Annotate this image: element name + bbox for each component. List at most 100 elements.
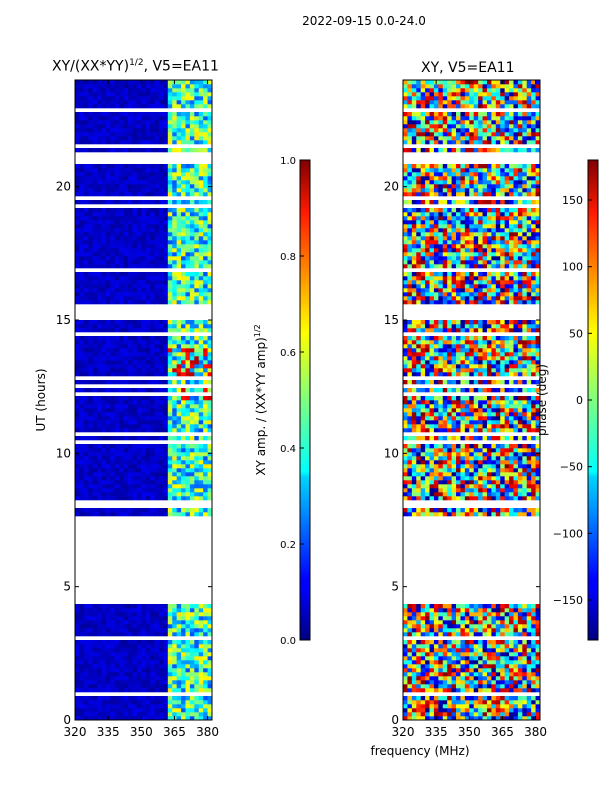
heatmap-cell <box>132 348 138 353</box>
heatmap-cell <box>420 508 426 513</box>
heatmap-cell <box>154 676 160 681</box>
heatmap-cell <box>167 444 173 449</box>
heatmap-cell <box>141 164 147 169</box>
heatmap-cell <box>163 444 169 449</box>
heatmap-cell <box>88 488 94 493</box>
heatmap-cell <box>136 280 142 285</box>
heatmap-cell <box>207 164 213 169</box>
heatmap-cell <box>194 220 200 225</box>
heatmap-cell <box>172 320 178 325</box>
heatmap-cell <box>451 716 457 721</box>
heatmap-cell <box>92 704 98 709</box>
heatmap-cell <box>429 716 435 721</box>
heatmap-cell <box>123 112 129 117</box>
heatmap-cell <box>416 708 422 713</box>
heatmap-cell <box>509 684 514 689</box>
heatmap-cell <box>79 416 85 421</box>
heatmap-cell <box>433 608 439 613</box>
heatmap-cell <box>145 680 151 685</box>
heatmap-cell <box>79 300 85 305</box>
heatmap-cell <box>114 628 120 633</box>
heatmap-cell <box>105 188 111 193</box>
heatmap-cell <box>491 660 497 665</box>
heatmap-cell <box>473 632 479 637</box>
heatmap-cell <box>425 492 430 497</box>
heatmap-cell <box>154 324 160 329</box>
heatmap-cell <box>119 136 125 141</box>
heatmap-cell <box>486 472 492 477</box>
heatmap-cell <box>478 628 483 633</box>
heatmap-cell <box>110 356 116 361</box>
heatmap-cell <box>198 388 204 393</box>
heatmap-cell <box>97 356 102 361</box>
heatmap-cell <box>167 368 173 373</box>
heatmap-cell <box>181 112 186 117</box>
heatmap-cell <box>79 476 85 481</box>
heatmap-cell <box>141 104 147 109</box>
heatmap-cell <box>181 236 186 241</box>
heatmap-cell <box>425 436 430 441</box>
heatmap-cell <box>97 420 102 425</box>
heatmap-cell <box>517 508 523 513</box>
heatmap-cell <box>105 292 111 297</box>
heatmap-cell <box>163 620 169 625</box>
heatmap-cell <box>110 604 116 609</box>
heatmap-cell <box>154 344 160 349</box>
heatmap-cell <box>416 616 422 621</box>
heatmap-cell <box>123 120 129 125</box>
heatmap-cell <box>136 256 142 261</box>
heatmap-cell <box>101 140 107 145</box>
heatmap-cell <box>154 248 160 253</box>
heatmap-cell <box>189 296 195 301</box>
heatmap-cell <box>158 444 164 449</box>
heatmap-cell <box>509 640 514 645</box>
heatmap-cell <box>176 272 182 277</box>
heatmap-cell <box>185 448 191 453</box>
heatmap-cell <box>83 436 89 441</box>
heatmap-cell <box>185 92 191 97</box>
heatmap-cell <box>110 460 116 465</box>
heatmap-cell <box>136 88 142 93</box>
heatmap-cell <box>185 616 191 621</box>
heatmap-cell <box>119 80 125 85</box>
heatmap-cell <box>207 132 213 137</box>
heatmap-cell <box>128 252 133 257</box>
heatmap-cell <box>101 400 107 405</box>
heatmap-cell <box>198 180 204 185</box>
heatmap-cell <box>185 248 191 253</box>
heatmap-cell <box>433 508 439 513</box>
heatmap-cell <box>105 92 111 97</box>
heatmap-cell <box>92 224 98 229</box>
heatmap-cell <box>198 260 204 265</box>
heatmap-cell <box>150 408 155 413</box>
heatmap-cell <box>429 688 435 693</box>
heatmap-cell <box>128 640 133 645</box>
heatmap-cell <box>194 216 200 221</box>
heatmap-cell <box>136 320 142 325</box>
heatmap-cell <box>105 244 111 249</box>
heatmap-cell <box>83 140 89 145</box>
heatmap-cell <box>119 276 125 281</box>
heatmap-cell <box>403 656 408 661</box>
heatmap-cell <box>482 624 488 629</box>
heatmap-cell <box>123 640 129 645</box>
heatmap-cell <box>75 704 80 709</box>
heatmap-cell <box>207 116 213 121</box>
heatmap-cell <box>88 208 94 213</box>
heatmap-cell <box>407 460 413 465</box>
heatmap-cell <box>128 148 133 153</box>
heatmap-cell <box>478 668 483 673</box>
heatmap-cell <box>198 508 204 513</box>
heatmap-cell <box>123 620 129 625</box>
heatmap-cell <box>75 88 80 93</box>
heatmap-cell <box>176 252 182 257</box>
heatmap-cell <box>154 84 160 89</box>
heatmap-cell <box>535 644 541 649</box>
heatmap-cell <box>535 648 541 653</box>
heatmap-cell <box>203 700 208 705</box>
heatmap-cell <box>88 400 94 405</box>
heatmap-cell <box>110 420 116 425</box>
heatmap-cell <box>154 80 160 85</box>
heatmap-cell <box>105 288 111 293</box>
heatmap-cell <box>425 616 430 621</box>
